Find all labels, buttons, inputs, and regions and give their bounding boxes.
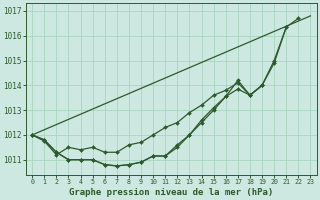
- X-axis label: Graphe pression niveau de la mer (hPa): Graphe pression niveau de la mer (hPa): [69, 188, 274, 197]
